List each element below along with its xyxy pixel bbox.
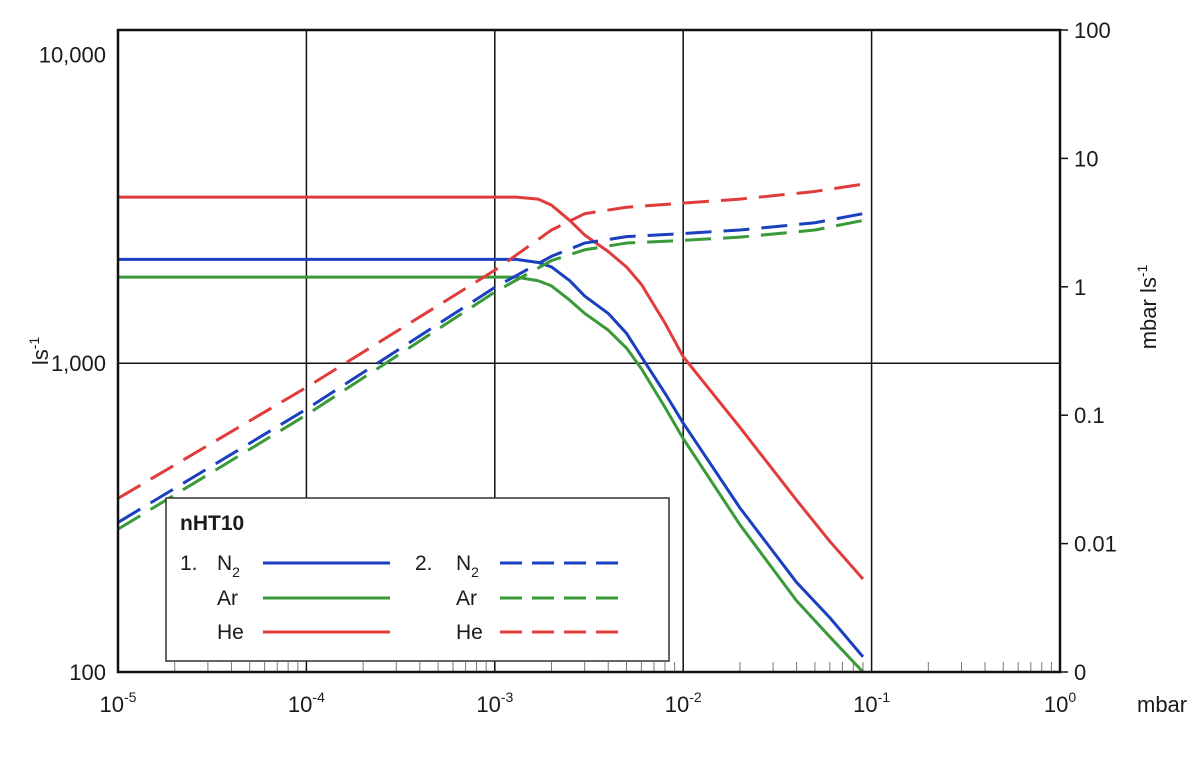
y-left-tick-label: 10,000 [39,42,106,67]
legend-item-label: N2 [217,552,240,580]
legend-item-gas: He [456,621,483,644]
x-tick-label-exp: -2 [689,689,702,705]
x-tick-label: 10-4 [288,689,325,717]
y-right-tick-label: 100 [1074,18,1111,43]
legend-group-number: 2. [415,552,433,575]
x-tick-label: 10-5 [100,689,137,717]
series-line-ar_throughput [117,218,864,531]
x-tick-label-exp: -5 [124,689,137,705]
series-line-n2_throughput [117,212,864,524]
y-right-tick-label: 0 [1074,660,1086,685]
x-tick-label-base: 10 [476,692,500,717]
x-tick-label-exp: -3 [501,689,514,705]
legend-item-label: He [456,621,483,644]
legend-item-gas-sub: 2 [471,564,479,580]
y-right-axis-title: mbar ls-1 [1134,265,1161,350]
legend-title: nHT10 [180,512,244,535]
legend-item-gas: N [217,552,232,575]
y-left-axis-title-base: ls [28,349,53,365]
x-tick-label-base: 10 [100,692,124,717]
x-tick-label: 100 [1044,689,1076,717]
y-right-axis-title-exp: -1 [1134,265,1150,278]
x-tick-label: 10-1 [853,689,890,717]
x-tick-label-exp: 0 [1068,689,1076,705]
y-left-tick-label: 1,000 [51,351,106,376]
legend-item-label: N2 [456,552,479,580]
x-tick-label-exp: -1 [878,689,891,705]
plot-frame [116,28,1062,674]
y-right-tick-labels: 100 10 1 0.1 0.01 0 [1060,18,1117,685]
legend-item-label: He [217,621,244,644]
legend-item-label: Ar [456,587,477,610]
legend-item-gas-sub: 2 [232,564,240,580]
x-tick-label-base: 10 [1044,692,1068,717]
y-right-tick-label: 0.01 [1074,532,1117,557]
x-tick-label: 10-2 [665,689,702,717]
legend-group-number: 1. [180,552,198,575]
legend-item-gas: He [217,621,244,644]
series-line-he_throughput [117,182,864,500]
x-tick-label: 10-3 [476,689,513,717]
x-axis-unit: mbar [1137,692,1187,717]
y-left-axis-title-exp: -1 [26,337,42,350]
legend-item-gas: N [456,552,471,575]
legend-box [165,497,670,662]
series-line-ar_speed [118,275,865,674]
x-tick-labels: 10-5 10-4 10-3 10-2 10-1 100 [100,689,1077,717]
minor-ticks [174,662,1052,672]
y-left-tick-label: 100 [69,660,106,685]
x-tick-label-exp: -4 [312,689,325,705]
y-left-axis-title: ls-1 [26,337,53,366]
y-right-axis-title-base: mbar ls [1136,277,1161,349]
x-tick-label-base: 10 [853,692,877,717]
y-right-tick-label: 1 [1074,275,1086,300]
x-tick-label-base: 10 [665,692,689,717]
legend-item-gas: Ar [456,587,477,610]
y-left-tick-labels: 100 1,000 10,000 [39,42,106,685]
legend-item-label: Ar [217,587,238,610]
y-right-tick-label: 0.1 [1074,403,1105,428]
series-layer [117,182,865,674]
x-tick-label-base: 10 [288,692,312,717]
series-line-he_speed [118,195,865,581]
legend-item-gas: Ar [217,587,238,610]
y-right-tick-label: 10 [1074,146,1098,171]
